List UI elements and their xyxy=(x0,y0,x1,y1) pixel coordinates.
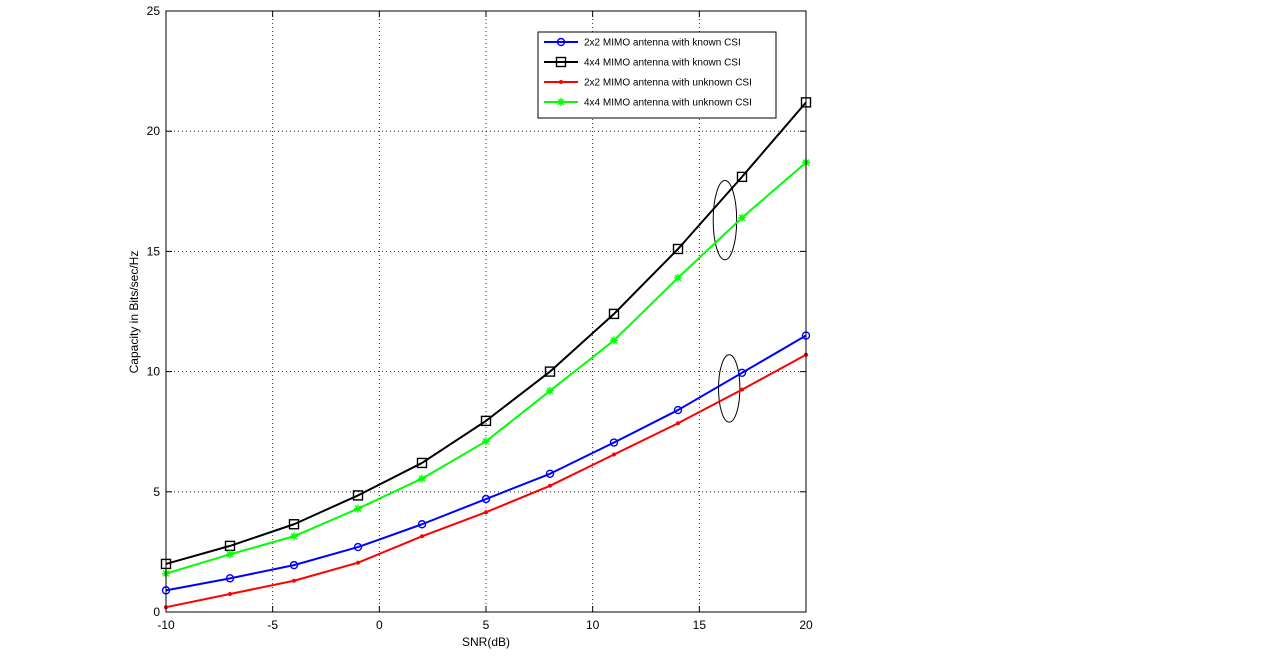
x-tick-label: 20 xyxy=(799,618,813,632)
data-point xyxy=(228,591,232,596)
series-3 xyxy=(164,352,808,610)
data-point xyxy=(226,550,234,559)
data-point xyxy=(676,421,680,426)
y-tick-label: 10 xyxy=(147,365,161,379)
data-point xyxy=(288,519,300,530)
data-point xyxy=(548,483,552,488)
data-point xyxy=(482,437,490,446)
legend-entry: 4x4 MIMO antenna with unknown CSI xyxy=(544,98,752,109)
data-point xyxy=(673,405,683,415)
data-point xyxy=(736,171,748,183)
y-axis-label: Capacity in Bits/sec/Hz xyxy=(127,251,141,374)
x-tick-label: 0 xyxy=(376,618,383,632)
data-point xyxy=(738,213,746,222)
data-point xyxy=(416,457,428,469)
legend-marker xyxy=(555,56,567,68)
data-point xyxy=(420,534,424,539)
data-point xyxy=(354,504,362,513)
legend-label: 4x4 MIMO antenna with unknown CSI xyxy=(584,98,752,109)
data-point xyxy=(290,532,298,541)
data-point xyxy=(417,520,427,529)
data-point xyxy=(609,438,619,447)
data-point xyxy=(292,578,296,583)
y-tick-label: 20 xyxy=(147,124,161,138)
legend-marker xyxy=(557,98,565,106)
data-point xyxy=(545,469,555,478)
x-tick-label: 5 xyxy=(483,618,490,632)
x-tick-label: -10 xyxy=(157,618,175,632)
data-point xyxy=(610,336,618,345)
data-point xyxy=(480,415,492,427)
data-point xyxy=(544,366,556,377)
series-line xyxy=(165,101,807,565)
data-point xyxy=(740,387,744,392)
legend-entry: 4x4 MIMO antenna with known CSI xyxy=(544,56,741,69)
y-tick-label: 25 xyxy=(147,4,161,18)
series-2 xyxy=(160,97,812,570)
series-line xyxy=(165,334,807,592)
x-axis-label: SNR(dB) xyxy=(462,635,510,649)
data-point xyxy=(612,452,616,457)
data-point xyxy=(674,273,682,282)
legend-label: 2x2 MIMO antenna with unknown CSI xyxy=(584,78,752,89)
legend-label: 4x4 MIMO antenna with known CSI xyxy=(584,58,741,69)
x-tick-label: 10 xyxy=(586,618,600,632)
x-tick-label: 15 xyxy=(693,618,707,632)
data-point xyxy=(608,308,620,320)
axis-ticks: -10 -5 0 5 10 15 20 0 5 10 15 20 25 xyxy=(147,4,813,632)
y-tick-label: 15 xyxy=(147,244,161,258)
data-point xyxy=(225,574,235,583)
data-point xyxy=(481,494,491,504)
data-point xyxy=(353,542,363,552)
data-point xyxy=(418,474,426,483)
data-point xyxy=(672,243,684,255)
legend-entry: 2x2 MIMO antenna with known CSI xyxy=(544,38,741,49)
y-tick-label: 5 xyxy=(153,485,160,499)
data-point xyxy=(356,560,360,565)
annotation-ellipse xyxy=(718,354,741,423)
legend-entry: 2x2 MIMO antenna with unknown CSI xyxy=(544,78,752,89)
data-point xyxy=(352,490,364,501)
annotation-ellipse xyxy=(712,179,738,261)
legend: 2x2 MIMO antenna with known CSI 4x4 MIMO … xyxy=(537,31,777,119)
data-point xyxy=(289,560,299,570)
legend-marker xyxy=(556,37,566,47)
x-tick-label: -5 xyxy=(267,618,278,632)
data-point xyxy=(737,368,747,378)
y-tick-label: 0 xyxy=(153,605,160,619)
legend-marker xyxy=(559,80,563,84)
data-point xyxy=(484,510,488,515)
legend-label: 2x2 MIMO antenna with known CSI xyxy=(584,38,741,49)
annotations xyxy=(712,179,741,423)
data-point xyxy=(546,386,554,395)
legend-box xyxy=(537,31,777,119)
